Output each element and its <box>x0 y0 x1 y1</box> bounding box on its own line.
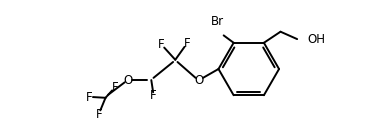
Text: F: F <box>158 38 164 51</box>
Text: O: O <box>124 74 133 87</box>
Text: F: F <box>184 37 190 50</box>
Text: O: O <box>195 74 204 87</box>
Text: OH: OH <box>308 33 326 46</box>
Text: Br: Br <box>211 15 224 28</box>
Text: F: F <box>112 81 118 94</box>
Text: F: F <box>96 108 102 121</box>
Text: F: F <box>86 91 93 104</box>
Text: F: F <box>150 89 157 102</box>
